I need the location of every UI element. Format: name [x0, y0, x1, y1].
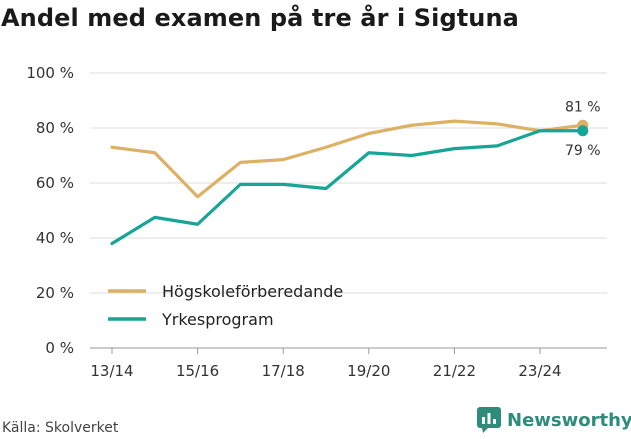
newsworthy-logo-icon	[477, 407, 501, 433]
y-tick-label: 20 %	[36, 284, 74, 302]
legend-label: Högskoleförberedande	[162, 282, 343, 301]
x-tick-label: 13/14	[90, 362, 133, 380]
series-line-hogskoleforberedande	[110, 119, 585, 199]
x-tick-label: 19/20	[347, 362, 390, 380]
x-tick-label: 23/24	[518, 362, 561, 380]
chart-title: Andel med examen på tre år i Sigtuna	[1, 4, 519, 32]
y-tick-label: 80 %	[36, 119, 74, 137]
end-marker	[577, 125, 589, 137]
y-tick-label: 0 %	[45, 339, 74, 357]
source-note: Källa: Skolverket	[2, 420, 119, 436]
x-tick-label: 21/22	[433, 362, 476, 380]
end-value-label: 79 %	[565, 143, 601, 159]
x-tick-label: 17/18	[262, 362, 305, 380]
x-tick-label: 15/16	[176, 362, 219, 380]
y-tick-label: 100 %	[26, 64, 74, 82]
end-value-label: 81 %	[565, 99, 601, 115]
y-tick-label: 40 %	[36, 229, 74, 247]
brand-name: Newsworthy	[507, 409, 631, 431]
brand-logo: Newsworthy	[477, 407, 631, 433]
y-tick-label: 60 %	[36, 174, 74, 192]
legend-label: Yrkesprogram	[161, 310, 274, 329]
series-line-yrkesprogram	[110, 129, 585, 246]
